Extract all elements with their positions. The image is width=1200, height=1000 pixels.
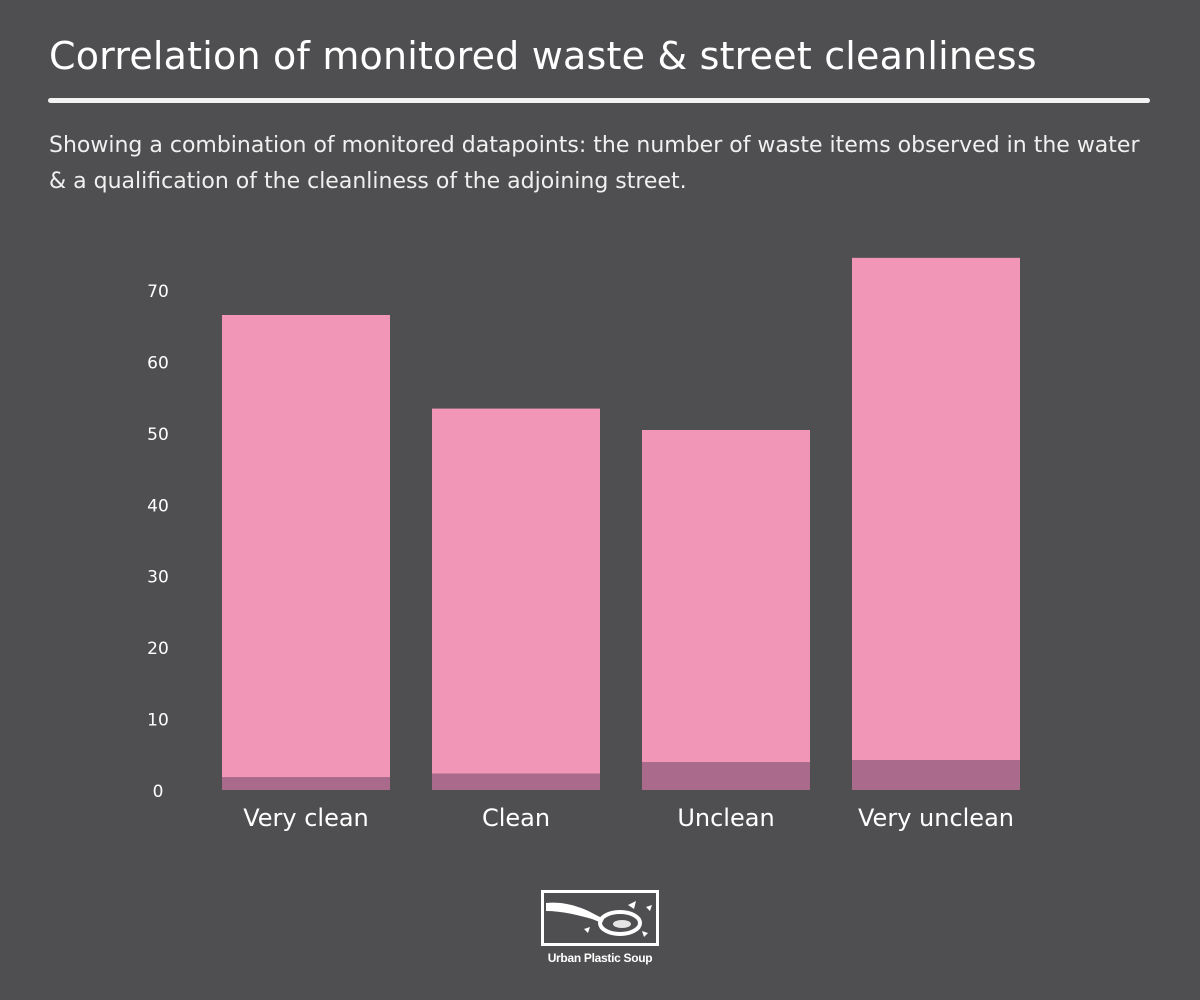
y-tick-label: 60 — [147, 353, 169, 373]
chart-subtitle: Showing a combination of monitored datap… — [49, 133, 1140, 194]
bar-segment-base — [432, 773, 600, 790]
y-tick-label: 30 — [147, 568, 169, 588]
title-divider — [48, 98, 1150, 103]
spoon-logo-icon — [541, 890, 659, 946]
y-tick-label: 20 — [147, 639, 169, 659]
y-tick-label: 0 — [153, 782, 164, 802]
x-category-label: Very unclean — [858, 804, 1014, 832]
y-tick-label: 70 — [147, 282, 169, 302]
x-category-label: Very clean — [243, 804, 369, 832]
bar-segment-base — [222, 777, 390, 790]
bar-segment-main — [222, 315, 390, 778]
x-category-label: Clean — [482, 804, 550, 832]
y-tick-label: 10 — [147, 711, 169, 731]
chart-title: Correlation of monitored waste & street … — [49, 34, 1037, 78]
x-category-label: Unclean — [677, 804, 774, 832]
bar-segment-main — [642, 430, 810, 763]
bar-segment-main — [432, 408, 600, 774]
bar-segment-main — [852, 257, 1020, 760]
y-tick-label: 40 — [147, 496, 169, 516]
bar-segment-base — [852, 760, 1020, 790]
y-tick-label: 50 — [147, 425, 169, 445]
bar-segment-base — [642, 762, 810, 790]
logo-text: Urban Plastic Soup — [547, 951, 653, 965]
urban-plastic-soup-logo: Urban Plastic Soup — [536, 890, 664, 965]
